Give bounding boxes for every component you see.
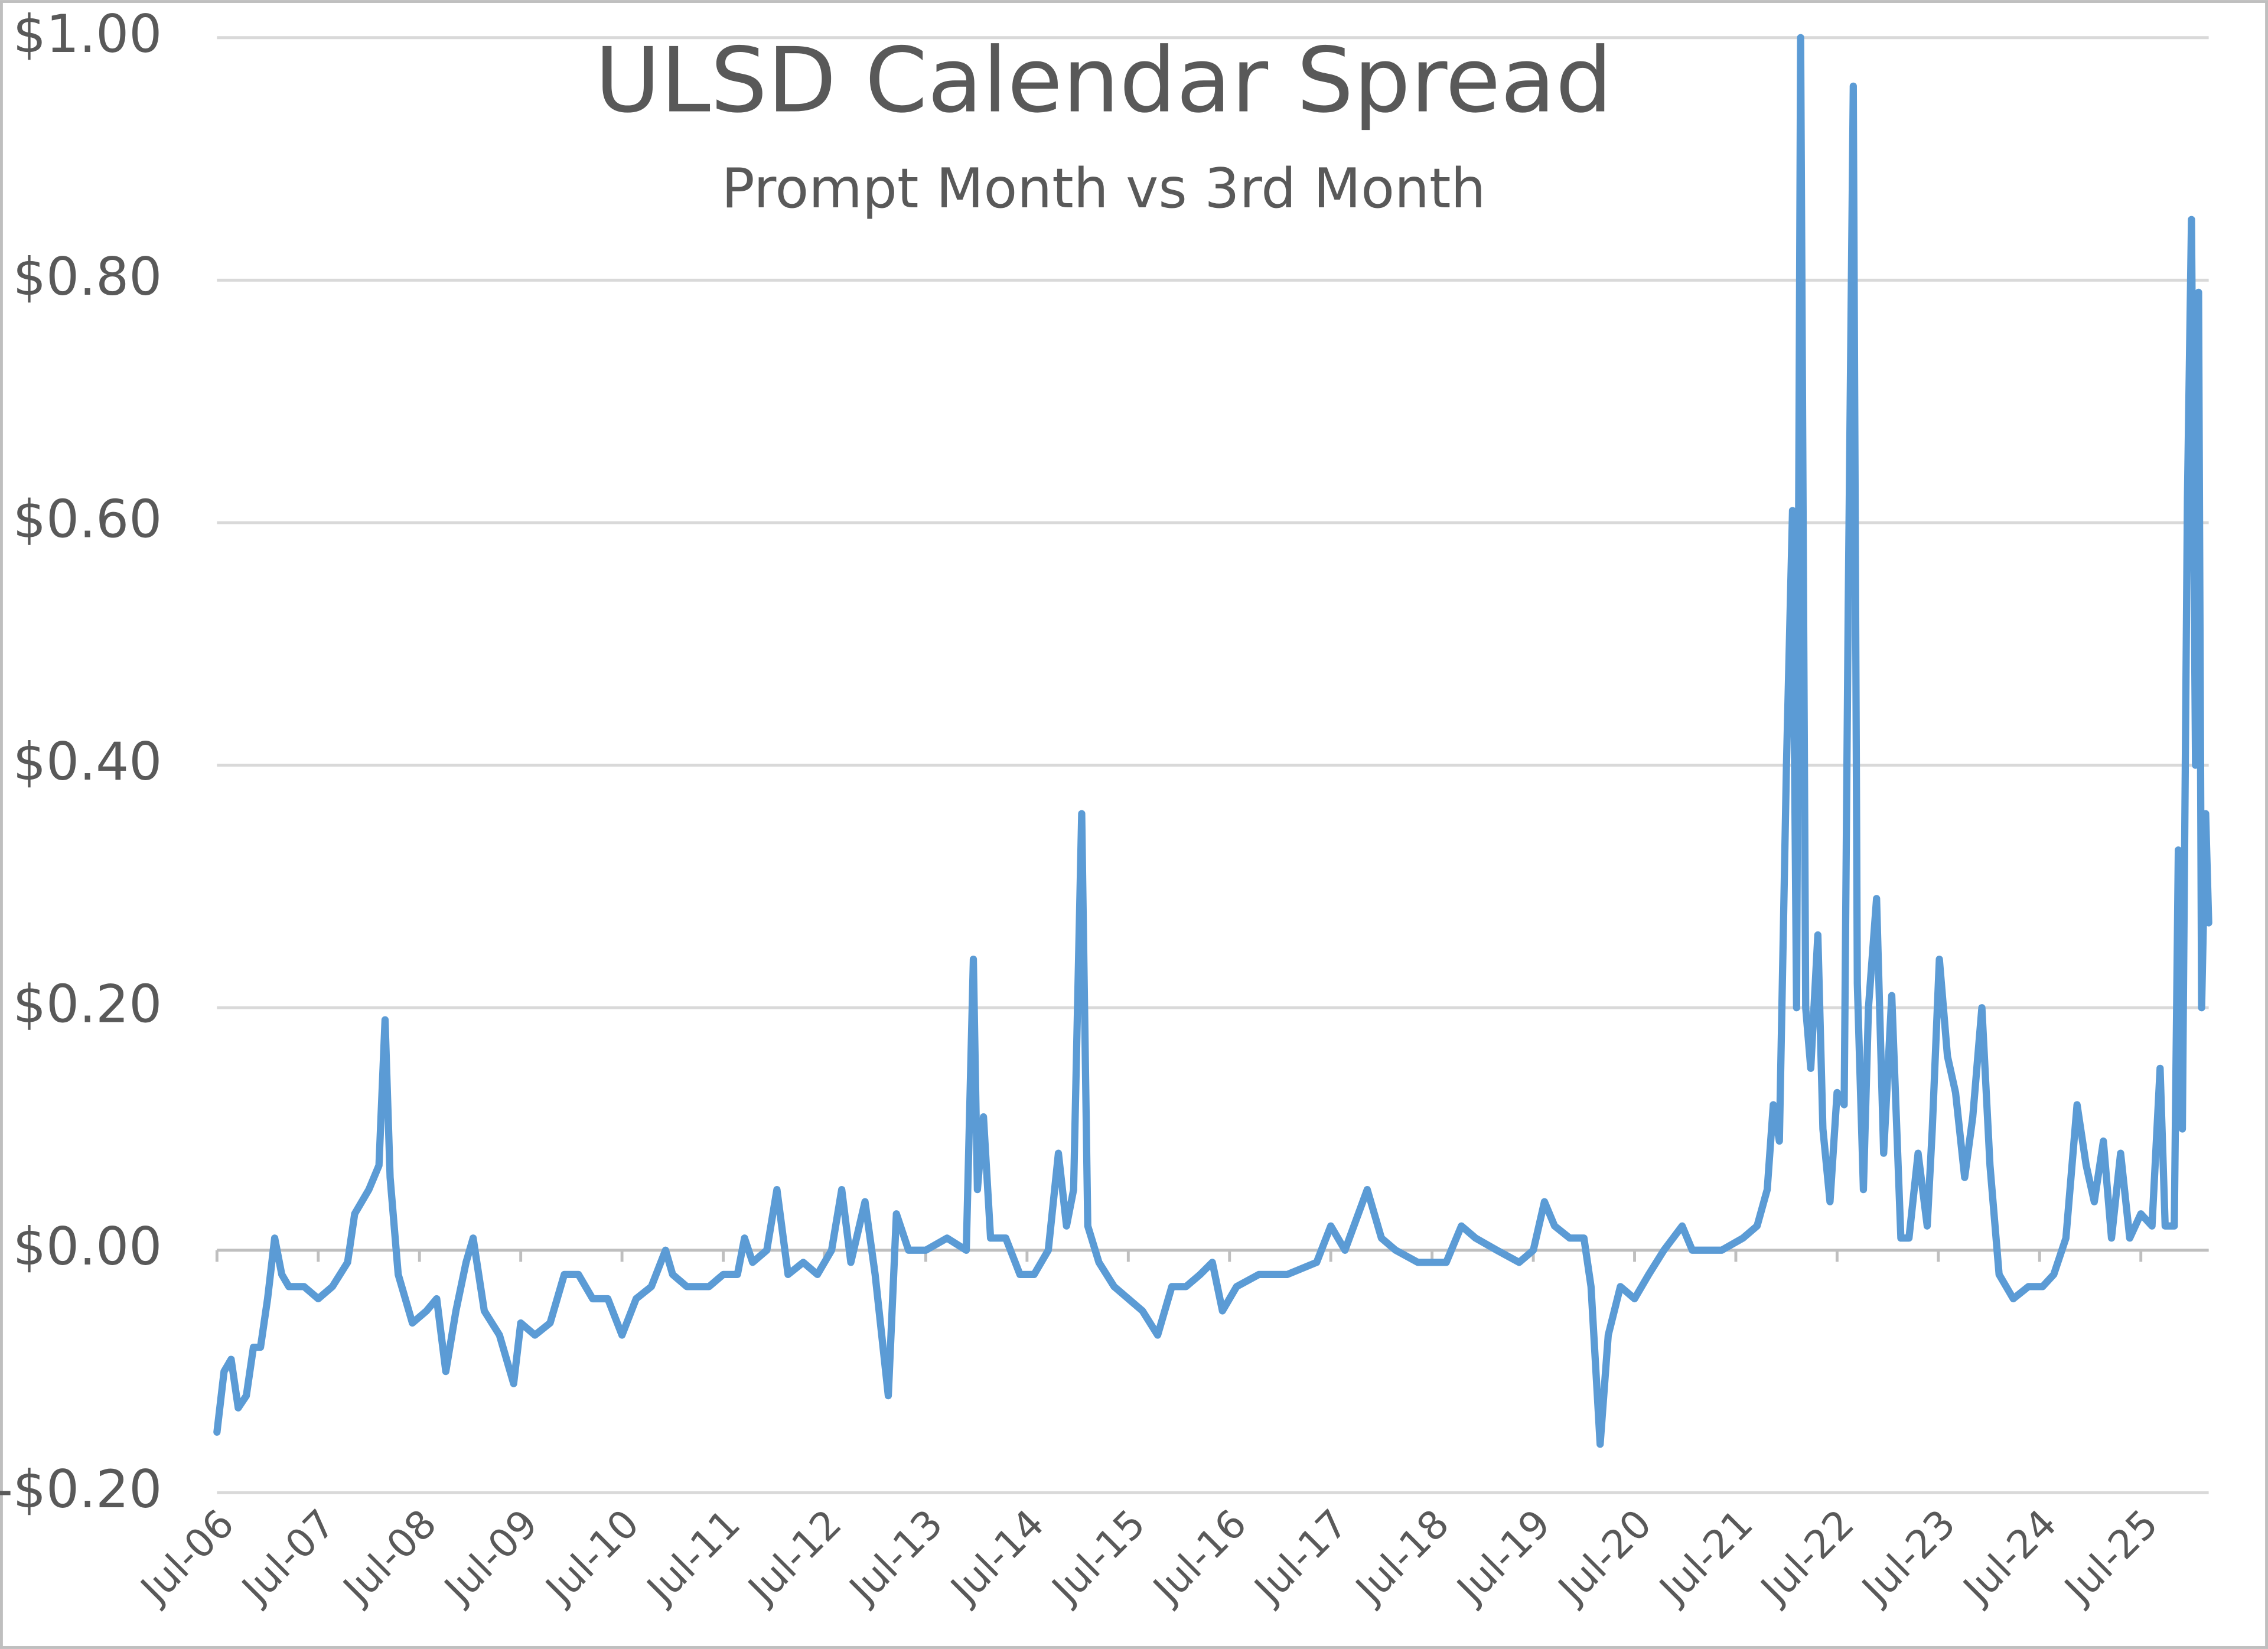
chart-subtitle: Prompt Month vs 3rd Month <box>722 157 1486 220</box>
y-tick-label: $0.00 <box>13 1216 162 1277</box>
y-tick-label: $0.40 <box>13 731 162 792</box>
chart-title: ULSD Calendar Spread <box>595 28 1612 133</box>
y-tick-label: $0.20 <box>13 974 162 1035</box>
plot-area <box>213 34 2212 1448</box>
grid <box>215 36 2209 1494</box>
y-tick-label: $1.00 <box>13 4 162 64</box>
y-tick-label: $0.60 <box>13 488 162 549</box>
series-line <box>213 34 2212 1448</box>
y-tick-label: -$0.20 <box>0 1459 162 1520</box>
y-tick-label: $0.80 <box>13 246 162 307</box>
